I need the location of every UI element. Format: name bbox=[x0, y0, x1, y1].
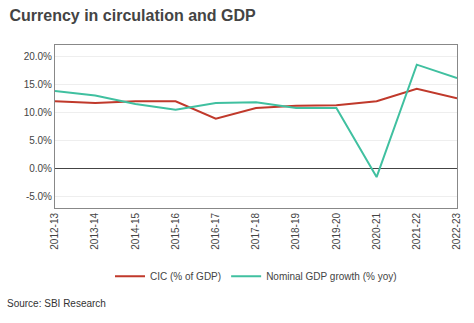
svg-text:0.0%: 0.0% bbox=[29, 163, 52, 174]
svg-text:2015-16: 2015-16 bbox=[170, 213, 181, 250]
svg-text:2012-13: 2012-13 bbox=[49, 213, 60, 250]
svg-text:2020-21: 2020-21 bbox=[371, 213, 382, 250]
svg-text:2022-23: 2022-23 bbox=[451, 213, 462, 250]
svg-text:2018-19: 2018-19 bbox=[290, 213, 301, 250]
svg-text:-5.0%: -5.0% bbox=[26, 191, 52, 202]
svg-text:20.0%: 20.0% bbox=[24, 51, 52, 62]
svg-text:15.0%: 15.0% bbox=[24, 79, 52, 90]
svg-text:2019-20: 2019-20 bbox=[331, 213, 342, 250]
svg-text:2021-22: 2021-22 bbox=[411, 213, 422, 250]
svg-text:2017-18: 2017-18 bbox=[250, 213, 261, 250]
svg-text:Currency in circulation and GD: Currency in circulation and GDP bbox=[9, 7, 256, 24]
svg-text:2014-15: 2014-15 bbox=[130, 213, 141, 250]
svg-text:Nominal GDP growth (% yoy): Nominal GDP growth (% yoy) bbox=[266, 271, 396, 282]
svg-text:CIC (% of GDP): CIC (% of GDP) bbox=[150, 271, 221, 282]
svg-text:Source: SBI Research: Source: SBI Research bbox=[7, 298, 106, 309]
svg-text:2013-14: 2013-14 bbox=[89, 213, 100, 250]
svg-text:5.0%: 5.0% bbox=[29, 135, 52, 146]
svg-text:10.0%: 10.0% bbox=[24, 107, 52, 118]
svg-text:2016-17: 2016-17 bbox=[210, 213, 221, 250]
